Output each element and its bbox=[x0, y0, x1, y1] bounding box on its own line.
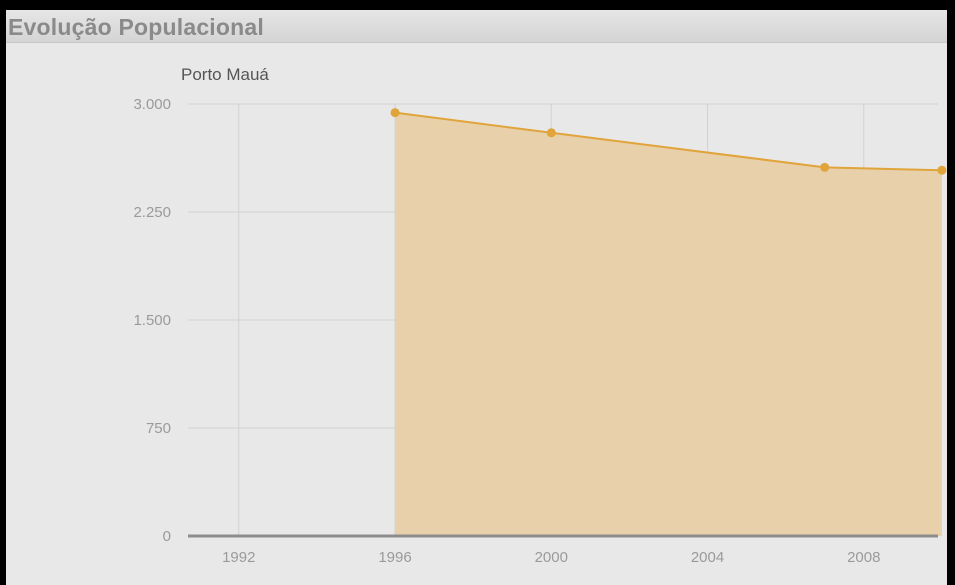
data-point[interactable] bbox=[546, 128, 556, 138]
x-tick-label: 1996 bbox=[378, 549, 411, 566]
x-tick-label: 2008 bbox=[847, 549, 880, 566]
x-tick-label: 1992 bbox=[222, 549, 255, 566]
series-area bbox=[395, 112, 942, 536]
chart-title: Porto Mauá bbox=[181, 65, 269, 84]
x-tick-label: 2000 bbox=[535, 549, 568, 566]
data-point[interactable] bbox=[820, 162, 830, 172]
population-chart: Porto Mauá 0 750 1.500 2.250 3.000 1992 1996 20… bbox=[133, 65, 947, 566]
panel-title: Evolução Populacional bbox=[8, 14, 264, 40]
panel-header: Evolução Populacional bbox=[6, 10, 947, 43]
y-tick-label: 750 bbox=[146, 420, 171, 437]
y-tick-label: 2.250 bbox=[133, 204, 171, 221]
data-point[interactable] bbox=[390, 108, 400, 118]
series-line bbox=[394, 111, 942, 172]
chart-panel: Evolução Populacional Porto Mauá 0 750 1.5… bbox=[6, 10, 947, 585]
x-tick-label: 2004 bbox=[691, 549, 724, 566]
y-tick-label: 0 bbox=[163, 528, 171, 545]
y-tick-label: 1.500 bbox=[133, 312, 171, 329]
y-tick-label: 3.000 bbox=[133, 96, 171, 113]
data-point[interactable] bbox=[937, 165, 947, 175]
